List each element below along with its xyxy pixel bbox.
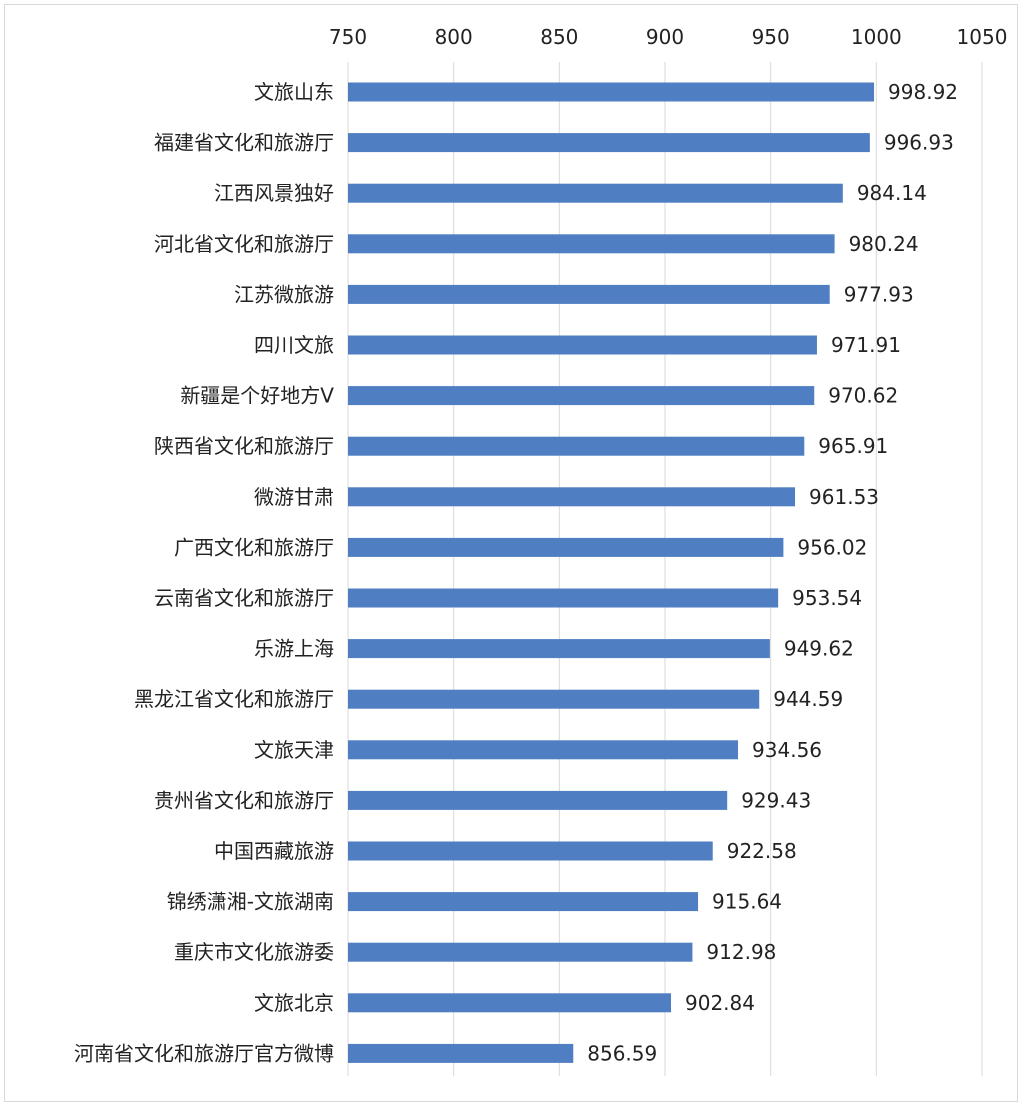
category-label: 河北省文化和旅游厅 bbox=[154, 232, 334, 256]
data-label: 980.24 bbox=[849, 232, 919, 256]
data-label: 998.92 bbox=[888, 80, 958, 104]
x-axis-ticks: 750 800 850 900 950 1000 1050 bbox=[329, 25, 1008, 49]
bar bbox=[348, 335, 817, 355]
category-label: 黑龙江省文化和旅游厅 bbox=[134, 687, 334, 711]
category-label: 文旅北京 bbox=[254, 991, 334, 1015]
bar bbox=[348, 942, 693, 962]
data-label: 944.59 bbox=[773, 687, 843, 711]
bars bbox=[348, 82, 875, 1063]
bar bbox=[348, 436, 805, 456]
category-labels: 文旅山东福建省文化和旅游厅江西风景独好河北省文化和旅游厅江苏微旅游四川文旅新疆是… bbox=[74, 80, 334, 1065]
category-label: 河南省文化和旅游厅官方微博 bbox=[74, 1041, 334, 1065]
bar bbox=[348, 993, 672, 1013]
bar bbox=[348, 841, 713, 861]
data-label: 856.59 bbox=[587, 1041, 657, 1065]
category-label: 江西风景独好 bbox=[214, 181, 334, 205]
x-tick-label: 1000 bbox=[851, 25, 902, 49]
bar bbox=[348, 82, 875, 102]
bar bbox=[348, 386, 815, 406]
data-label: 984.14 bbox=[857, 181, 927, 205]
data-label: 953.54 bbox=[792, 586, 862, 610]
data-label: 965.91 bbox=[818, 434, 888, 458]
data-label: 912.98 bbox=[706, 940, 776, 964]
bar bbox=[348, 588, 779, 608]
bar bbox=[348, 740, 739, 760]
category-label: 文旅山东 bbox=[254, 80, 334, 104]
data-label: 956.02 bbox=[797, 535, 867, 559]
category-label: 云南省文化和旅游厅 bbox=[154, 586, 334, 610]
data-label: 934.56 bbox=[752, 738, 822, 762]
bar bbox=[348, 234, 835, 254]
bar bbox=[348, 133, 870, 153]
x-tick-label: 1050 bbox=[957, 25, 1008, 49]
bar bbox=[348, 487, 796, 507]
data-label: 996.93 bbox=[884, 131, 954, 155]
bar bbox=[348, 284, 830, 304]
bar bbox=[348, 790, 728, 810]
category-label: 乐游上海 bbox=[254, 637, 334, 661]
data-label: 961.53 bbox=[809, 485, 879, 509]
gridlines bbox=[347, 62, 983, 1076]
data-labels: 998.92 996.93 984.14 980.24 977.93 971.91 970.… bbox=[587, 80, 958, 1065]
bar bbox=[348, 1043, 574, 1063]
bar bbox=[348, 537, 784, 557]
category-label: 四川文旅 bbox=[254, 333, 334, 357]
category-label: 陕西省文化和旅游厅 bbox=[154, 434, 334, 458]
category-label: 中国西藏旅游 bbox=[214, 839, 334, 863]
x-tick-label: 950 bbox=[752, 25, 790, 49]
bar bbox=[348, 639, 770, 659]
data-label: 949.62 bbox=[784, 637, 854, 661]
data-label: 977.93 bbox=[844, 282, 914, 306]
x-tick-label: 900 bbox=[646, 25, 684, 49]
category-label: 锦绣潇湘-文旅湖南 bbox=[167, 890, 334, 914]
bar bbox=[348, 892, 699, 912]
category-label: 文旅天津 bbox=[254, 738, 334, 762]
category-label: 新疆是个好地方V bbox=[180, 384, 334, 408]
category-label: 重庆市文化旅游委 bbox=[174, 940, 334, 964]
x-tick-label: 800 bbox=[435, 25, 473, 49]
bar bbox=[348, 183, 843, 203]
data-label: 902.84 bbox=[685, 991, 755, 1015]
data-label: 971.91 bbox=[831, 333, 901, 357]
category-label: 贵州省文化和旅游厅 bbox=[154, 788, 334, 812]
category-label: 微游甘肃 bbox=[254, 485, 334, 509]
data-label: 922.58 bbox=[727, 839, 797, 863]
data-label: 915.64 bbox=[712, 890, 782, 914]
category-label: 福建省文化和旅游厅 bbox=[154, 131, 334, 155]
x-tick-label: 850 bbox=[540, 25, 578, 49]
bar bbox=[348, 689, 760, 709]
data-label: 929.43 bbox=[741, 788, 811, 812]
data-label: 970.62 bbox=[828, 384, 898, 408]
category-label: 广西文化和旅游厅 bbox=[174, 535, 334, 559]
x-tick-label: 750 bbox=[329, 25, 367, 49]
category-label: 江苏微旅游 bbox=[234, 282, 334, 306]
